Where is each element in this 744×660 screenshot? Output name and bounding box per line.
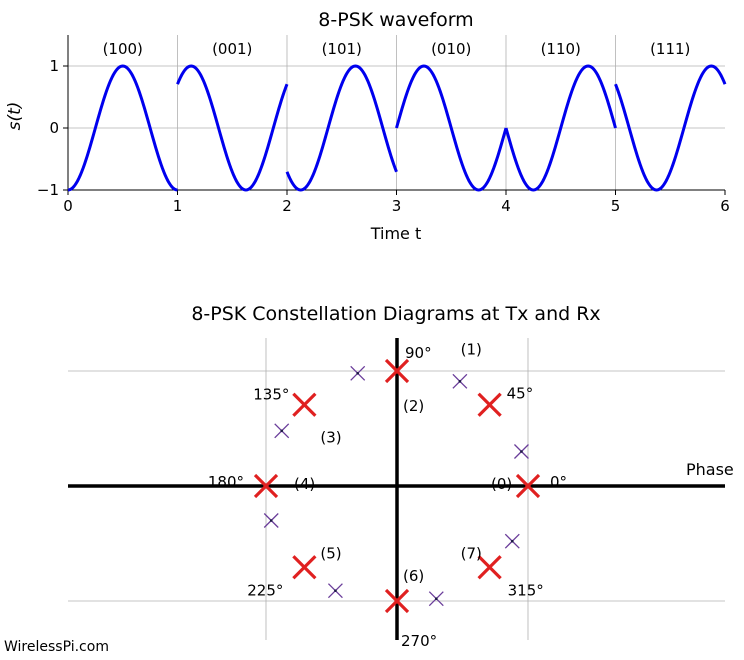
waveform-chart: 8-PSK waveform 0 1 2 3 4 5 6−101 (100) (001) (10… bbox=[5, 9, 730, 243]
waveform-y-tick-label: −1 bbox=[37, 181, 59, 199]
tx-point-index-label: (0) bbox=[491, 475, 512, 493]
constellation-title: 8-PSK Constellation Diagrams at Tx and R… bbox=[191, 303, 600, 325]
waveform-segment bbox=[176, 64, 289, 192]
tx-point bbox=[292, 392, 317, 417]
tx-point-stroke bbox=[384, 588, 410, 614]
rx-point-center bbox=[280, 429, 284, 433]
tx-point bbox=[292, 555, 317, 580]
waveform-symbol-bits: (100) bbox=[103, 40, 143, 58]
rx-point-center bbox=[334, 589, 337, 592]
tx-point bbox=[477, 392, 502, 417]
tx-point bbox=[384, 588, 410, 614]
waveform-segment bbox=[614, 64, 727, 192]
tx-point bbox=[384, 358, 410, 384]
tx-point-index-label: (7) bbox=[461, 544, 482, 562]
waveform-symbol-bits: (101) bbox=[322, 40, 362, 58]
rx-points bbox=[263, 365, 529, 607]
constellation-point-labels: (0) 0° (1) 45° (2) 90° (3) 135° (4) 180° (5) 225° (6… bbox=[208, 341, 567, 650]
waveform-y-axis-label: s(t) bbox=[5, 102, 25, 131]
waveform-series bbox=[67, 64, 727, 192]
waveform-y-tick-label: 0 bbox=[49, 119, 59, 137]
waveform-tick-labels: 0 1 2 3 4 5 6−101 bbox=[37, 57, 730, 215]
rx-point-center bbox=[269, 519, 273, 522]
waveform-symbol-bits: (110) bbox=[541, 40, 581, 58]
tx-point-stroke bbox=[292, 555, 317, 580]
waveform-x-tick-label: 1 bbox=[173, 197, 183, 215]
tx-point-stroke bbox=[384, 358, 410, 384]
watermark-text: WirelessPi.com bbox=[4, 639, 109, 655]
constellation-phase-label: Phase bbox=[686, 460, 734, 479]
tx-point-angle-label: 90° bbox=[405, 344, 432, 362]
tx-point-index-label: (5) bbox=[320, 544, 341, 562]
rx-point-center bbox=[458, 380, 462, 383]
waveform-gridlines bbox=[68, 35, 725, 190]
waveform-x-tick-label: 0 bbox=[63, 197, 73, 215]
waveform-symbol-bits: (111) bbox=[650, 40, 690, 58]
waveform-symbol-bits: (001) bbox=[212, 40, 252, 58]
tx-point-angle-label: 135° bbox=[253, 386, 289, 404]
tx-point-index-label: (2) bbox=[403, 397, 424, 415]
tx-points bbox=[253, 358, 541, 614]
waveform-segment bbox=[504, 64, 617, 192]
waveform-x-axis-label: Time t bbox=[370, 224, 422, 243]
waveform-segment bbox=[67, 64, 178, 192]
tx-point-index-label: (3) bbox=[320, 429, 341, 447]
waveform-segment bbox=[395, 64, 508, 192]
waveform-segment bbox=[285, 64, 398, 192]
waveform-x-tick-label: 2 bbox=[282, 197, 292, 215]
waveform-x-tick-label: 4 bbox=[501, 197, 511, 215]
tx-point-angle-label: 45° bbox=[507, 385, 534, 403]
waveform-title: 8-PSK waveform bbox=[318, 9, 473, 31]
waveform-x-tick-label: 6 bbox=[720, 197, 730, 215]
tx-point-angle-label: 0° bbox=[550, 473, 567, 491]
tx-point-angle-label: 315° bbox=[508, 581, 544, 599]
tx-point-angle-label: 225° bbox=[247, 581, 283, 599]
tx-point-index-label: (4) bbox=[294, 475, 315, 493]
rx-point-center bbox=[520, 450, 523, 453]
tx-point bbox=[515, 473, 541, 499]
tx-point-angle-label: 270° bbox=[401, 632, 437, 650]
tx-point-angle-label: 180° bbox=[208, 473, 244, 491]
tx-point-stroke bbox=[515, 473, 541, 499]
constellation-chart: 8-PSK Constellation Diagrams at Tx and R… bbox=[68, 303, 734, 650]
rx-point-center bbox=[356, 372, 360, 375]
waveform-y-tick-label: 1 bbox=[49, 57, 59, 75]
constellation-axes bbox=[68, 338, 725, 640]
tx-point bbox=[253, 473, 279, 499]
tx-point-index-label: (6) bbox=[403, 567, 424, 585]
rx-point-center bbox=[510, 539, 514, 543]
waveform-symbol-bits: (010) bbox=[431, 40, 471, 58]
tx-point-stroke bbox=[292, 392, 317, 417]
tx-point-stroke bbox=[477, 392, 502, 417]
waveform-symbol-labels: (100) (001) (101) (010) (110) (111) bbox=[103, 40, 691, 58]
rx-point-center bbox=[435, 597, 438, 600]
tx-point-stroke bbox=[477, 555, 502, 580]
tx-point-stroke bbox=[253, 473, 279, 499]
tx-point-index-label: (1) bbox=[461, 341, 482, 359]
waveform-x-tick-label: 5 bbox=[611, 197, 621, 215]
tx-point bbox=[477, 555, 502, 580]
waveform-x-tick-label: 3 bbox=[392, 197, 402, 215]
